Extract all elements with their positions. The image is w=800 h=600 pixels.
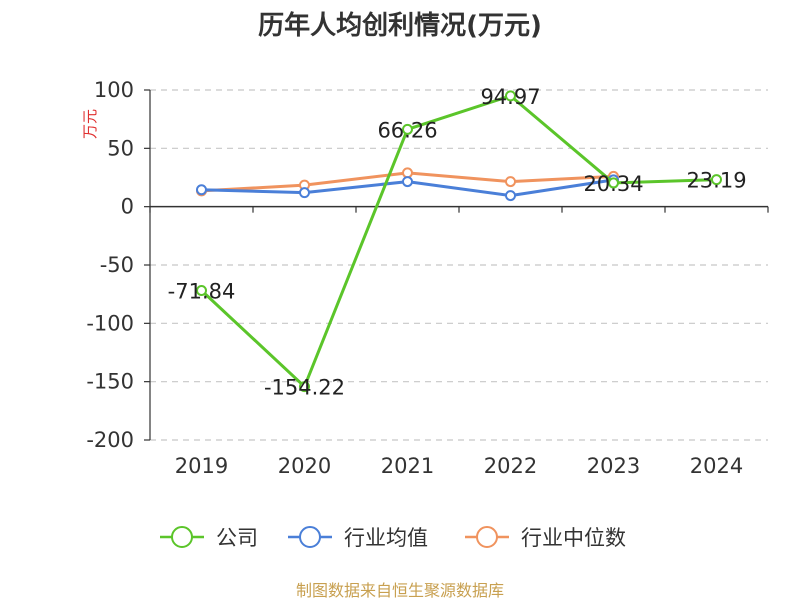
data-label: -71.84 [168, 279, 236, 303]
data-point [402, 176, 413, 188]
legend-label: 公司 [216, 526, 258, 550]
data-point [505, 90, 516, 102]
y-tick-label: -150 [86, 370, 134, 394]
data-label: 23.19 [686, 169, 746, 193]
x-tick-label: 2021 [381, 454, 434, 478]
legend-item[interactable]: 公司 [160, 526, 258, 550]
data-point [402, 123, 413, 135]
legend-marker [171, 526, 193, 548]
x-tick-label: 2020 [278, 454, 331, 478]
data-point [299, 381, 310, 393]
data-label: -154.22 [264, 376, 345, 400]
legend-label: 行业中位数 [521, 526, 626, 550]
x-tick-label: 2023 [587, 454, 640, 478]
x-tick-label: 2022 [484, 454, 537, 478]
data-point [402, 167, 413, 179]
x-tick-label: 2024 [690, 454, 743, 478]
grid [150, 89, 768, 441]
y-tick-label: -100 [86, 311, 134, 335]
data-point [299, 187, 310, 199]
legend-marker [299, 526, 321, 548]
legend-marker [476, 526, 498, 548]
y-tick-label: -200 [86, 428, 134, 452]
y-tick-label: 50 [107, 136, 134, 160]
legend-item[interactable]: 行业中位数 [465, 526, 626, 550]
data-point [196, 284, 207, 296]
legend[interactable]: 公司 行业均值 行业中位数 [160, 526, 626, 550]
data-point [505, 190, 516, 202]
data-point [505, 176, 516, 188]
legend-label: 行业均值 [344, 526, 428, 550]
legend-item[interactable]: 行业均值 [288, 526, 428, 550]
series-line [200, 94, 717, 389]
y-tick-label: 100 [94, 78, 134, 102]
data-label: 94.97 [480, 85, 540, 109]
series-layer [196, 90, 722, 393]
data-label: 20.34 [583, 172, 643, 196]
data-point [196, 184, 207, 196]
data-labels: -71.84 -154.22 66.26 94.97 20.34 23.19 [168, 85, 747, 400]
source-note: 制图数据来自恒生聚源数据库 [296, 581, 504, 600]
axes: 100 50 0 -50 -100 -150 -200 2019 2020 2021 2022 202… [86, 78, 769, 478]
data-point [608, 177, 619, 189]
data-label: 66.26 [377, 118, 437, 142]
data-point [711, 174, 722, 186]
x-tick-label: 2019 [175, 454, 228, 478]
y-tick-label: -50 [100, 253, 134, 277]
chart-title: 历年人均创利情况(万元) [258, 10, 542, 41]
y-axis-label: 万元 [81, 109, 99, 139]
y-tick-label: 0 [121, 195, 134, 219]
